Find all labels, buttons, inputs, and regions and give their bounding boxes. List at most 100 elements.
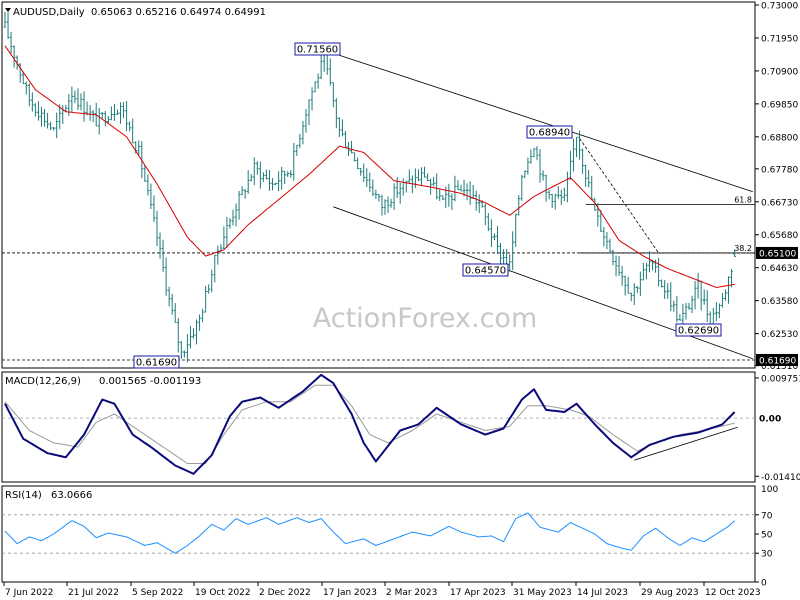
price-bar <box>718 303 721 319</box>
price-bar <box>125 101 128 132</box>
price-bar <box>395 176 399 198</box>
price-bar <box>316 73 320 89</box>
price-bar <box>727 276 730 304</box>
price-bar <box>350 140 353 154</box>
price-bar <box>216 245 220 265</box>
price-bar <box>477 194 481 214</box>
ohlc-values: 0.65063 0.65216 0.64974 0.64991 <box>91 7 266 18</box>
price-bar <box>730 269 733 288</box>
price-bar <box>82 91 86 122</box>
price-bar <box>544 174 548 202</box>
price-bar <box>231 209 235 226</box>
price-bar <box>268 170 271 191</box>
price-bar <box>137 140 141 155</box>
price-bar <box>18 63 22 83</box>
price-bar <box>639 271 642 296</box>
price-bar <box>243 189 247 199</box>
price-bar <box>274 182 277 186</box>
price-bar <box>356 157 359 170</box>
price-label-box <box>294 42 341 56</box>
price-bar <box>122 101 125 119</box>
price-bar <box>277 171 280 192</box>
price-axis-box <box>756 353 798 366</box>
price-bar <box>541 170 545 181</box>
price-bar <box>651 259 654 271</box>
price-bar <box>441 195 445 200</box>
price-bar <box>70 86 74 112</box>
price-bar <box>204 285 207 313</box>
price-bar <box>265 169 268 180</box>
price-bar <box>614 255 618 277</box>
price-bar <box>164 257 168 296</box>
date-axis-label: 19 Oct 2022 <box>195 588 251 598</box>
price-bar <box>572 138 575 172</box>
price-bar <box>487 213 490 232</box>
trendline <box>579 138 659 254</box>
price-bar <box>280 166 283 190</box>
price-bar <box>249 173 253 182</box>
price-bar <box>666 283 670 299</box>
price-bar <box>626 276 630 294</box>
price-label: 0.61690 <box>133 355 180 369</box>
price-bar <box>657 257 660 287</box>
price-bar <box>733 249 736 257</box>
price-label: 0.68940 <box>526 125 573 139</box>
price-bar <box>332 82 335 108</box>
price-bar <box>225 216 229 248</box>
price-bar <box>581 148 584 174</box>
price-bar <box>669 282 673 312</box>
price-bar <box>344 131 347 148</box>
price-bar <box>374 189 378 200</box>
price-label-box <box>133 355 180 369</box>
price-bar <box>432 176 435 187</box>
price-axis-label: 0.70900 <box>761 67 798 77</box>
price-axis-label: 0.67780 <box>761 165 798 175</box>
price-axis-label: 0.69850 <box>761 100 798 110</box>
price-bar <box>675 296 679 323</box>
price-bar <box>259 161 262 189</box>
price-bar <box>687 302 691 310</box>
price-bar <box>58 104 62 130</box>
price-bar <box>617 256 621 277</box>
price-bar <box>702 289 706 305</box>
date-axis-label: 2 Dec 2022 <box>259 588 311 598</box>
price-bar <box>642 262 645 281</box>
date-axis-label: 14 Jul 2023 <box>577 588 628 598</box>
price-bar <box>490 219 493 247</box>
rsi-axis-label: 50 <box>761 531 773 541</box>
price-panel-frame <box>1 1 756 369</box>
price-bar <box>222 226 226 249</box>
price-bar <box>149 183 153 210</box>
date-axis-label: 5 Sep 2022 <box>132 588 183 598</box>
price-bar <box>493 233 496 241</box>
price-label: 0.64570 <box>462 263 509 277</box>
price-bar <box>620 266 624 286</box>
price-bar <box>587 169 590 188</box>
price-bar <box>180 341 183 359</box>
price-bar <box>237 190 241 220</box>
price-bar <box>450 193 454 210</box>
price-bar <box>593 198 597 211</box>
price-bar <box>532 147 536 158</box>
price-bar <box>578 130 581 160</box>
price-label-box <box>675 323 722 337</box>
price-bar <box>584 164 587 187</box>
price-bar <box>113 103 116 121</box>
price-bar <box>24 81 28 95</box>
price-bar <box>210 269 214 293</box>
price-bar <box>383 199 387 215</box>
price-label-text: 0.62690 <box>678 326 719 337</box>
price-bar <box>6 12 10 39</box>
price-bar <box>12 45 16 68</box>
price-bar <box>678 314 682 321</box>
price-bar <box>161 239 165 272</box>
price-bar <box>508 254 511 272</box>
price-axis-label: 0.68800 <box>761 133 798 143</box>
dropdown-triangle-icon <box>5 8 11 12</box>
price-axis-label: 0.62530 <box>761 330 798 340</box>
price-bar <box>362 163 366 182</box>
price-axis-label: 0.73000 <box>761 2 798 12</box>
fib-level-label: 38.2 <box>734 244 752 253</box>
price-bar <box>79 93 83 111</box>
